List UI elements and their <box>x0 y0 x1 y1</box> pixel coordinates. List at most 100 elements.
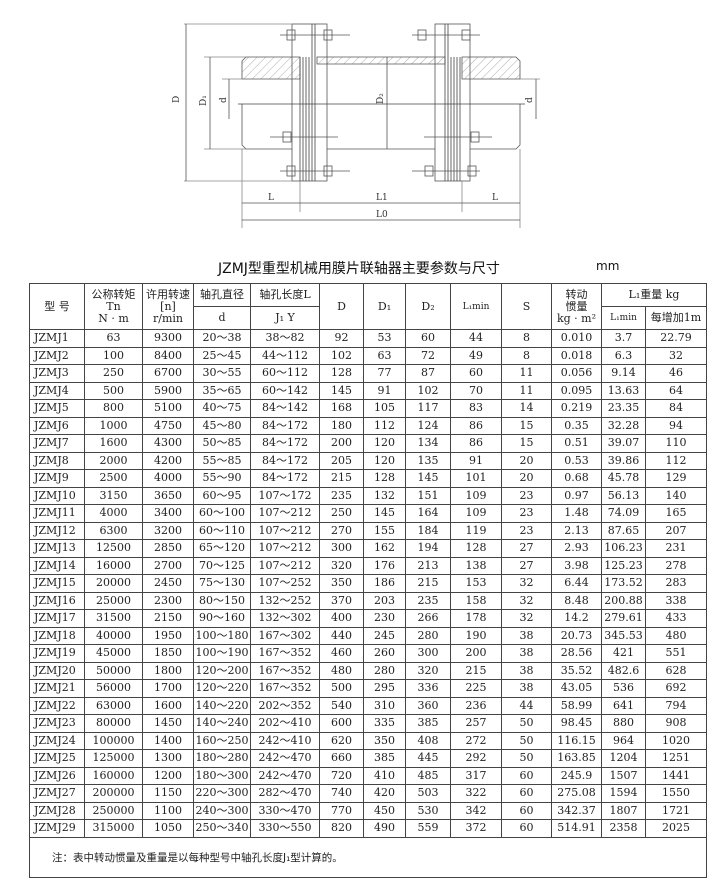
model-cell: JZMJ19 <box>29 644 85 663</box>
table-cell: 32.28 <box>601 416 646 435</box>
table-row: JZMJ11 4000 3400 60～100 107～212 250 145 164 109 2… <box>29 504 708 523</box>
model-cell: JZMJ10 <box>29 486 85 505</box>
table-cell: 5900 <box>142 381 194 400</box>
table-cell: 335 <box>363 714 406 733</box>
model-cell: JZMJ26 <box>29 766 85 785</box>
table-cell: 336 <box>405 679 451 698</box>
table-row: JZMJ15 20000 2450 75～130 107～252 350 186 215 153… <box>29 574 708 593</box>
table-cell: 65～120 <box>193 539 251 558</box>
table-cell: 167～302 <box>250 626 320 645</box>
table-cell: 257 <box>450 714 502 733</box>
table-cell: 180 <box>319 416 364 435</box>
table-cell: 190 <box>450 626 502 645</box>
table-cell: 167～352 <box>250 679 320 698</box>
table-cell: 8 <box>501 329 552 348</box>
parameter-table: 型 号 公称转矩 Tn N · m 许用转速 [n] r/min 轴孔直径 轴孔长度L … <box>28 283 708 878</box>
table-cell: 178 <box>450 609 502 628</box>
table-cell: 490 <box>363 819 406 838</box>
table-cell: 70～125 <box>193 556 251 575</box>
model-cell: JZMJ27 <box>29 784 85 803</box>
table-cell: 176 <box>363 556 406 575</box>
table-cell: 120 <box>363 451 406 470</box>
table-cell: 124 <box>405 416 451 435</box>
table-cell: 320 <box>319 556 364 575</box>
table-cell: 330～470 <box>250 801 320 820</box>
coupling-drawing: D D₁ d d D₂ L L1 L L0 <box>172 23 540 228</box>
table-cell: 2700 <box>142 556 194 575</box>
table-cell: 4000 <box>142 469 194 488</box>
table-cell: 338 <box>644 591 708 610</box>
model-cell: JZMJ24 <box>29 731 85 750</box>
table-cell: 134 <box>405 434 451 453</box>
table-cell: 408 <box>405 731 451 750</box>
table-cell: 107～212 <box>250 504 320 523</box>
table-cell: 55～90 <box>193 469 251 488</box>
table-cell: 180～280 <box>193 749 251 768</box>
table-cell: 25000 <box>84 591 143 610</box>
table-title: JZMJ型重型机械用膜片联轴器主要参数与尺寸 <box>218 261 500 277</box>
table-cell: 60 <box>405 329 451 348</box>
header-weight-lmin: L₁min <box>601 306 646 330</box>
table-cell: 1251 <box>644 749 708 768</box>
table-cell: 46 <box>644 364 708 383</box>
table-cell: 2.93 <box>551 539 602 558</box>
table-cell: 1050 <box>142 819 194 838</box>
table-cell: 45000 <box>84 644 143 663</box>
table-cell: 275.08 <box>551 784 602 803</box>
table-cell: 129 <box>644 469 708 488</box>
table-row: JZMJ10 3150 3650 60～95 107～172 235 132 151 109 23… <box>29 486 708 505</box>
table-cell: 3200 <box>142 521 194 540</box>
table-cell: 186 <box>363 574 406 593</box>
table-cell: 908 <box>644 714 708 733</box>
table-cell: 12500 <box>84 539 143 558</box>
table-cell: 350 <box>319 574 364 593</box>
table-cell: 63 <box>84 329 143 348</box>
table-cell: 370 <box>319 591 364 610</box>
table-row: JZMJ6 1000 4750 45～80 84～172 180 112 124 86 15 0.3… <box>29 416 708 435</box>
table-row: JZMJ23 80000 1450 140～240 202～410 600 335 385 25… <box>29 714 708 733</box>
table-cell: 116.15 <box>551 731 602 750</box>
table-cell: 20 <box>501 451 552 470</box>
table-cell: 1700 <box>142 679 194 698</box>
table-cell: 75～130 <box>193 574 251 593</box>
dim-L-right: L <box>492 193 498 203</box>
table-cell: 2150 <box>142 609 194 628</box>
table-cell: 1300 <box>142 749 194 768</box>
table-cell: 140～220 <box>193 696 251 715</box>
table-cell: 236 <box>450 696 502 715</box>
header-weight: L₁重量 kg <box>600 283 708 307</box>
table-cell: 70 <box>450 381 502 400</box>
model-cell: JZMJ2 <box>29 346 85 365</box>
table-cell: 4200 <box>142 451 194 470</box>
table-cell: 215 <box>319 469 364 488</box>
table-cell: 205 <box>319 451 364 470</box>
table-cell: 44 <box>501 696 552 715</box>
table-cell: 230 <box>363 609 406 628</box>
table-note: 注：表中转动惯量及重量是以每种型号中轴孔长度J₁型计算的。 <box>28 836 708 878</box>
table-cell: 770 <box>319 801 364 820</box>
table-cell: 5100 <box>142 399 194 418</box>
table-cell: 60～142 <box>250 381 320 400</box>
table-row: JZMJ3 250 6700 30～55 60～112 128 77 87 60 11 0.056 9… <box>29 364 708 383</box>
table-cell: 58.99 <box>551 696 602 715</box>
table-row: JZMJ20 50000 1800 120～200 167～352 480 280 320 21… <box>29 661 708 680</box>
table-cell: 620 <box>319 731 364 750</box>
table-cell: 180～300 <box>193 766 251 785</box>
table-cell: 100000 <box>84 731 143 750</box>
table-cell: 56000 <box>84 679 143 698</box>
table-row: JZMJ13 12500 2850 65～120 107～212 300 162 194 128… <box>29 539 708 558</box>
table-cell: 117 <box>405 399 451 418</box>
table-cell: 503 <box>405 784 451 803</box>
table-cell: 94 <box>644 416 708 435</box>
table-cell: 320 <box>405 661 451 680</box>
table-cell: 100 <box>84 346 143 365</box>
table-cell: 0.056 <box>551 364 602 383</box>
table-row: JZMJ27 200000 1150 220～300 282～470 740 420 503 3… <box>29 784 708 803</box>
table-cell: 641 <box>601 696 646 715</box>
table-cell: 84～142 <box>250 399 320 418</box>
model-cell: JZMJ14 <box>29 556 85 575</box>
table-cell: 20 <box>501 469 552 488</box>
model-cell: JZMJ22 <box>29 696 85 715</box>
table-cell: 1450 <box>142 714 194 733</box>
table-cell: 120 <box>363 434 406 453</box>
